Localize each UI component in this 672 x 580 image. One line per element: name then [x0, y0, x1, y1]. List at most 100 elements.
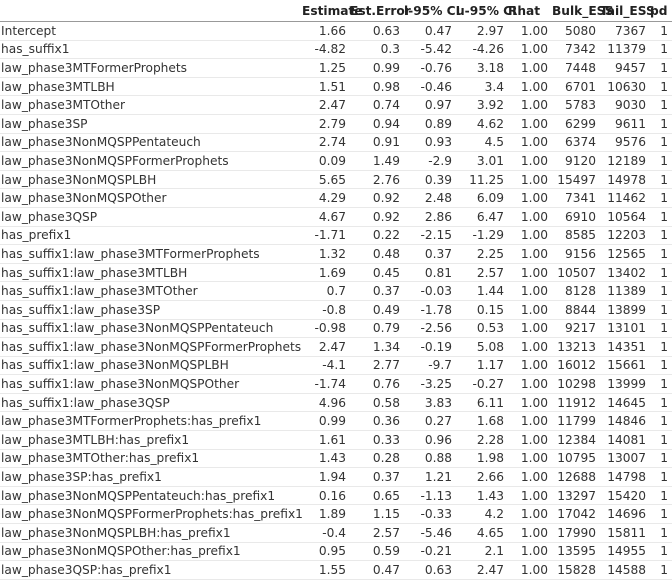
cell: 1: [650, 560, 672, 580]
table-row: law_phase3MTOther 2.47 0.74 0.97 3.92 1.00 578…: [0, 95, 672, 115]
cell: 2.48: [404, 188, 456, 208]
cell: 2.66: [456, 467, 508, 487]
cell: 1.94: [302, 467, 350, 487]
cell: 13999: [600, 374, 650, 394]
cell: 13899: [600, 300, 650, 320]
cell: 0.89: [404, 114, 456, 134]
cell: 3.4: [456, 77, 508, 97]
cell: 1.00: [508, 207, 552, 227]
cell: 6.47: [456, 207, 508, 227]
table-row: law_phase3NonMQSPPentateuch:has_prefix1 0…: [0, 486, 672, 506]
table-row: has_suffix1:law_phase3MTLBH 1.69 0.45 0.81 2…: [0, 263, 672, 283]
cell: 9217: [552, 319, 600, 339]
cell: 1.17: [456, 356, 508, 376]
cell: 1: [650, 504, 672, 525]
cell: 2.57: [350, 523, 404, 543]
cell: 0.99: [302, 411, 350, 432]
cell: 1.68: [456, 411, 508, 432]
cell: 9576: [600, 133, 650, 153]
column-header: Rhat: [508, 0, 552, 22]
cell: 10630: [600, 77, 650, 97]
cell: 6701: [552, 77, 600, 97]
cell: 9457: [600, 58, 650, 78]
header-row: Estimate Est.Error l-95% CI u-95% CI Rhat Bul…: [0, 0, 672, 22]
cell: -0.21: [404, 542, 456, 562]
cell: 17042: [552, 504, 600, 525]
cell: 1.00: [508, 467, 552, 487]
cell: 14846: [600, 411, 650, 432]
table-row: law_phase3NonMQSPFormerProphets:has_pref…: [0, 504, 672, 525]
table-row: law_phase3NonMQSPLBH 5.65 2.76 0.39 11.25 1.0…: [0, 170, 672, 190]
cell: 1: [650, 374, 672, 394]
cell: 1.32: [302, 244, 350, 264]
cell: 1.00: [508, 170, 552, 190]
cell: 0.49: [350, 300, 404, 320]
cell: 6910: [552, 207, 600, 227]
cell: 12384: [552, 430, 600, 450]
cell: 1.00: [508, 337, 552, 357]
cell: 11462: [600, 188, 650, 208]
cell: 0.59: [350, 542, 404, 562]
cell: 2.25: [456, 244, 508, 264]
row-label: law_phase3MTOther:has_prefix1: [0, 449, 302, 469]
cell: 0.3: [350, 40, 404, 60]
cell: 1: [650, 170, 672, 190]
row-label: has_suffix1:law_phase3QSP: [0, 393, 302, 413]
cell: 1.43: [302, 449, 350, 469]
cell: 5.65: [302, 170, 350, 190]
cell: 0.36: [350, 411, 404, 432]
cell: 0.63: [350, 21, 404, 41]
cell: 3.01: [456, 151, 508, 171]
cell: 0.74: [350, 95, 404, 115]
cell: 14696: [600, 504, 650, 525]
cell: 1.00: [508, 374, 552, 394]
cell: 1.00: [508, 449, 552, 469]
cell: 1.00: [508, 430, 552, 450]
table-row: law_phase3MTOther:has_prefix1 1.43 0.28 0.8…: [0, 449, 672, 469]
row-label: law_phase3MTLBH: [0, 77, 302, 97]
cell: 0.76: [350, 374, 404, 394]
cell: 11799: [552, 411, 600, 432]
row-label: law_phase3NonMQSPOther:has_prefix1: [0, 542, 302, 562]
cell: 5080: [552, 21, 600, 41]
cell: -2.56: [404, 319, 456, 339]
cell: 1: [650, 281, 672, 301]
row-label: law_phase3MTLBH:has_prefix1: [0, 430, 302, 450]
cell: 1.00: [508, 77, 552, 97]
table-row: has_suffix1:law_phase3NonMQSPFormerProph…: [0, 337, 672, 357]
cell: 12189: [600, 151, 650, 171]
cell: 14588: [600, 560, 650, 580]
cell: 1: [650, 542, 672, 562]
row-label: law_phase3NonMQSPFormerProphets:has_pref…: [0, 504, 302, 525]
row-label: has_suffix1:law_phase3SP: [0, 300, 302, 320]
cell: -1.71: [302, 226, 350, 246]
row-label: law_phase3NonMQSPPentateuch:has_prefix1: [0, 486, 302, 506]
cell: 1.89: [302, 504, 350, 525]
cell: 4.29: [302, 188, 350, 208]
table-row: has_suffix1:law_phase3MTOther 0.7 0.37 -0.0…: [0, 281, 672, 301]
table-row: law_phase3NonMQSPLBH:has_prefix1 -0.4 2.57…: [0, 523, 672, 543]
cell: 0.37: [404, 244, 456, 264]
cell: 0.28: [350, 449, 404, 469]
cell: 1.43: [456, 486, 508, 506]
cell: 1.00: [508, 486, 552, 506]
cell: -0.03: [404, 281, 456, 301]
cell: 1.00: [508, 393, 552, 413]
table-row: law_phase3MTFormerProphets:has_prefix1 0.…: [0, 411, 672, 432]
row-label: law_phase3MTOther: [0, 95, 302, 115]
cell: 0.95: [302, 542, 350, 562]
cell: 6374: [552, 133, 600, 153]
cell: 0.81: [404, 263, 456, 283]
cell: 11379: [600, 40, 650, 60]
cell: 8585: [552, 226, 600, 246]
cell: 2.57: [456, 263, 508, 283]
row-label: has_suffix1:law_phase3NonMQSPFormerProph…: [0, 337, 302, 357]
cell: 1: [650, 411, 672, 432]
cell: 1: [650, 21, 672, 41]
cell: 0.15: [456, 300, 508, 320]
table-row: law_phase3MTLBH 1.51 0.98 -0.46 3.4 1.00 6701 1…: [0, 77, 672, 97]
cell: 1: [650, 133, 672, 153]
cell: 1: [650, 486, 672, 506]
cell: -0.33: [404, 504, 456, 525]
